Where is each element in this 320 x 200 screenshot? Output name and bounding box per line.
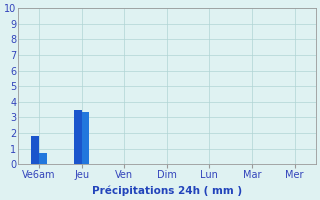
Bar [82,112,89,164]
X-axis label: Précipitations 24h ( mm ): Précipitations 24h ( mm ) [92,185,242,196]
Bar [74,110,82,164]
Bar [39,153,47,164]
Bar [31,136,39,164]
